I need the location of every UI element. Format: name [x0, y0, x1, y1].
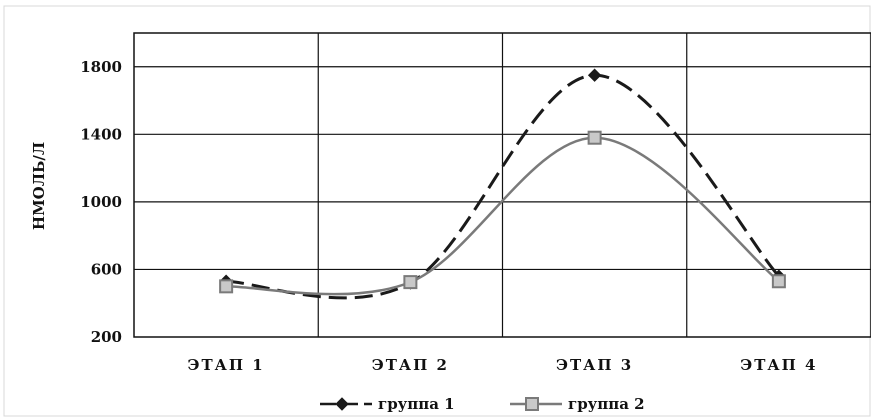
x-tick-label: ЭТАП 1: [188, 356, 265, 374]
legend-marker: [335, 397, 349, 411]
y-tick-label: 1800: [80, 58, 122, 76]
legend-item: группа 2: [510, 395, 645, 413]
y-axis-label: НМОЛЬ/Л: [30, 142, 48, 230]
y-tick-label: 1400: [80, 125, 122, 143]
chart-area-border: [3, 5, 871, 417]
data-point: [587, 68, 602, 82]
x-tick-label: ЭТАП 3: [556, 356, 633, 374]
series-line: [226, 136, 780, 296]
data-point: [771, 274, 786, 289]
y-tick-label: 200: [91, 328, 122, 346]
legend: группа 1 группа 2: [320, 395, 645, 413]
series-layer: [219, 68, 786, 300]
x-tick-label: ЭТАП 4: [740, 356, 817, 374]
legend-marker: [525, 397, 539, 411]
y-tick-label: 600: [91, 260, 122, 278]
legend-label: группа 1: [378, 395, 455, 413]
plot-grid: [133, 32, 871, 338]
data-point: [219, 279, 234, 294]
data-point: [403, 275, 418, 290]
x-tick-label: ЭТАП 2: [372, 356, 449, 374]
y-tick-label: 1000: [80, 193, 122, 211]
y-axis-ticks: 200 600 1000 1400 1800: [80, 58, 122, 346]
series-line: [226, 73, 780, 300]
x-axis-ticks: ЭТАП 1 ЭТАП 2 ЭТАП 3 ЭТАП 4: [188, 356, 817, 374]
legend-label: группа 2: [568, 395, 645, 413]
series-2: [219, 130, 786, 296]
data-point: [587, 130, 602, 145]
legend-item: группа 1: [320, 395, 455, 413]
